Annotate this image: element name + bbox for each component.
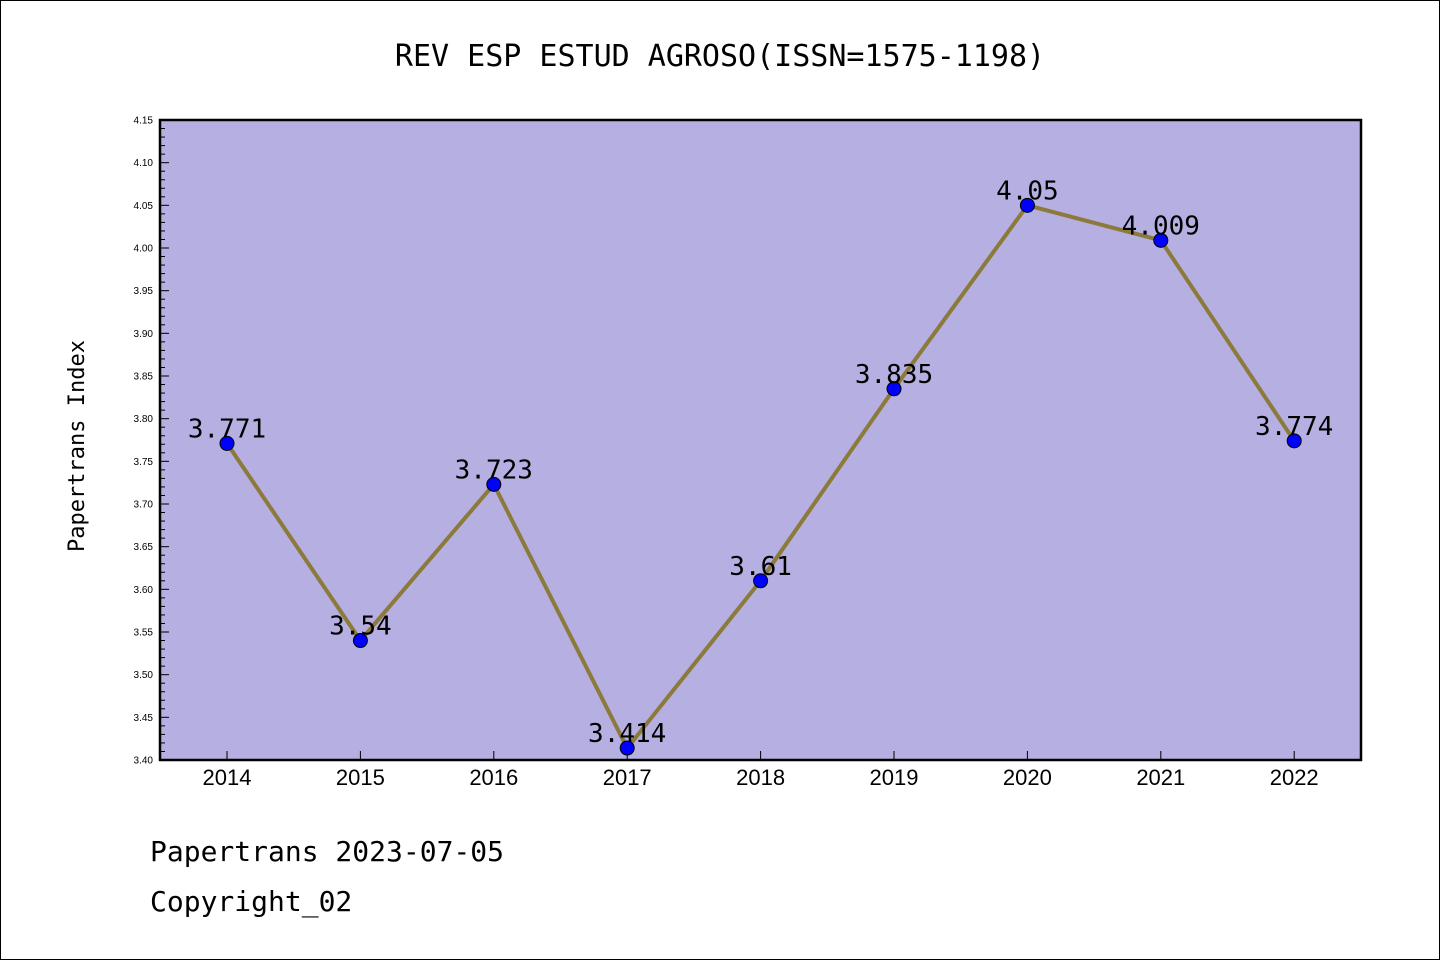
data-label: 4.05 [996,176,1059,206]
data-label: 3.771 [188,414,266,444]
data-point [219,435,235,451]
data-label: 3.723 [455,455,533,485]
data-point [753,573,769,589]
data-point [1153,232,1169,248]
y-tick-label: 3.45 [134,713,154,724]
data-point [486,476,502,492]
y-tick-label: 3.65 [134,542,154,553]
data-label: 3.414 [588,719,666,749]
x-tick-label: 2022 [1270,765,1319,790]
data-point [1019,197,1035,213]
data-label: 3.54 [329,612,392,642]
y-axis-ticks: 3.40 3.45 3.50 3.55 3.60 3.65 3.70 3.75 3.80 3.85… [134,116,169,767]
footer-copyright: Copyright_02 [150,885,353,918]
data-point [352,633,368,649]
y-tick-label: 3.40 [134,756,154,767]
y-tick-label: 4.05 [134,201,154,212]
data-label: 3.774 [1255,412,1333,442]
y-tick-label: 3.80 [134,414,154,425]
x-axis-ticks: 2014 2015 2016 2017 2018 2019 2020 2021 2022 [203,751,1319,790]
y-tick-label: 3.55 [134,628,154,639]
data-point [886,381,902,397]
y-tick-label: 4.10 [134,158,154,169]
y-tick-label: 4.00 [134,244,154,255]
x-tick-label: 2020 [1003,765,1052,790]
chart-title: REV ESP ESTUD AGROSO(ISSN=1575-1198) [395,39,1045,74]
plot-border [158,118,1363,762]
x-tick-label: 2021 [1136,765,1185,790]
footer-date: Papertrans 2023-07-05 [150,835,505,868]
data-point-markers [219,197,1302,756]
y-tick-label: 3.50 [134,670,154,681]
x-tick-label: 2017 [603,765,652,790]
y-tick-label: 3.60 [134,585,154,596]
x-tick-label: 2014 [203,765,252,790]
data-label: 3.61 [729,552,792,582]
y-tick-label: 4.15 [134,116,154,127]
data-point [619,740,635,756]
y-tick-label: 3.85 [134,372,154,383]
y-tick-label: 3.90 [134,329,154,340]
y-tick-label: 3.75 [134,457,154,468]
x-tick-label: 2019 [870,765,919,790]
data-label: 4.009 [1122,211,1200,241]
y-tick-label: 3.95 [134,286,154,297]
x-tick-label: 2016 [469,765,518,790]
x-tick-label: 2015 [336,765,385,790]
data-label: 3.835 [855,360,933,390]
plot-area [160,120,1361,760]
y-axis-label: Papertrans Index [65,340,90,552]
x-tick-label: 2018 [736,765,785,790]
data-point [1286,433,1302,449]
data-labels: 3.771 3.54 3.723 3.414 3.61 3.835 4.05 4.009 3.7… [188,176,1333,749]
y-tick-label: 3.70 [134,500,154,511]
